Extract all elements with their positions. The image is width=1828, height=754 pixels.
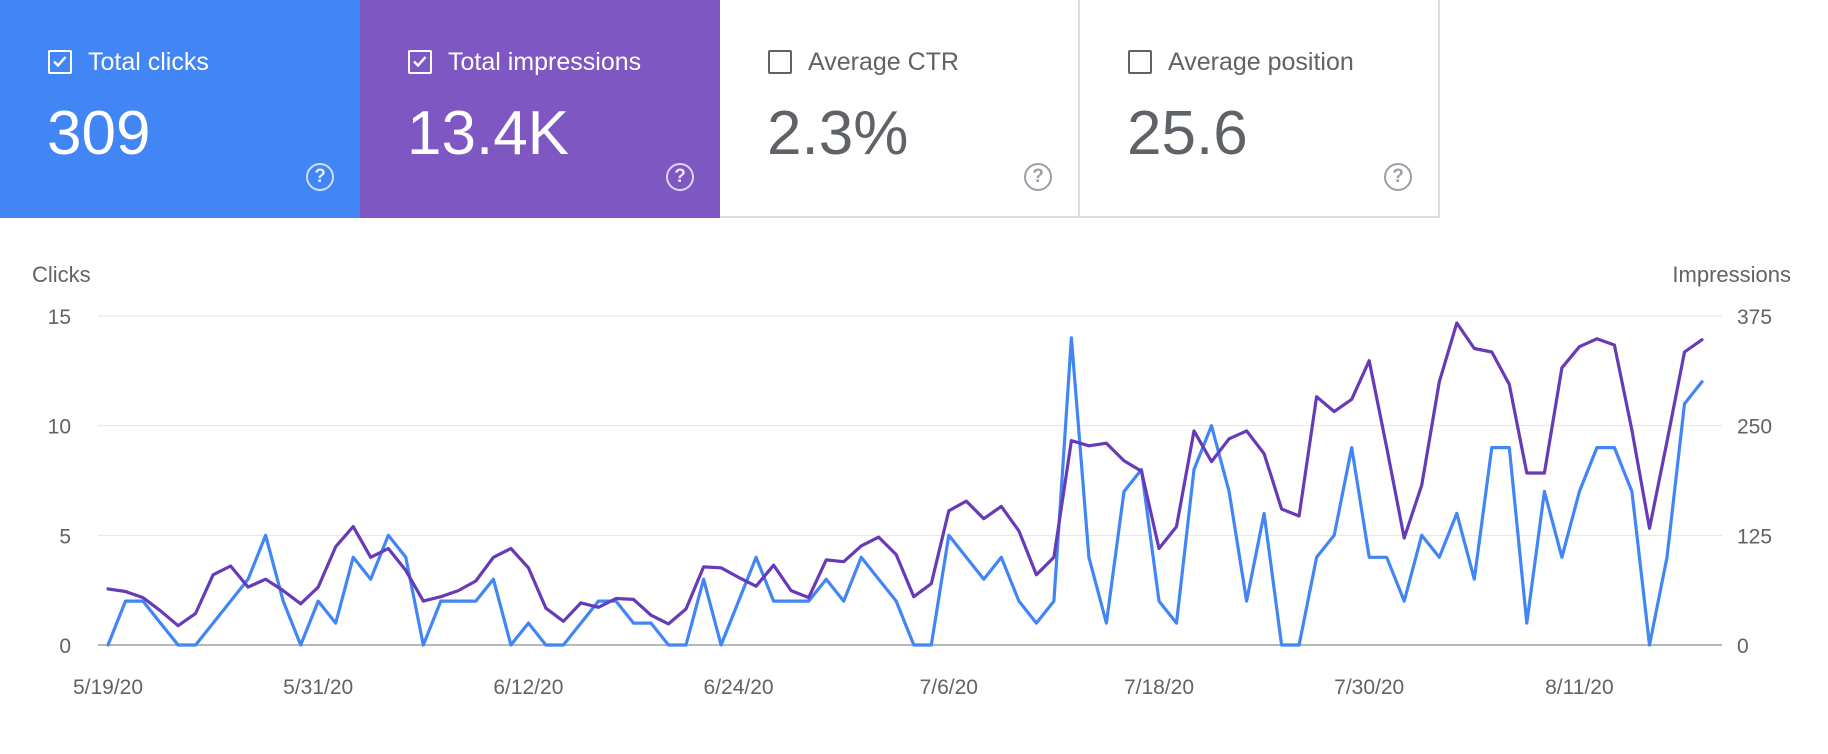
average-ctr-checkbox[interactable]: [768, 50, 792, 74]
checkmark-icon: [413, 56, 427, 68]
x-tick-label: 7/18/20: [1124, 676, 1194, 699]
metric-cards: Total clicks 309 ? Total impressions 13.…: [0, 0, 1440, 218]
average-ctr-card[interactable]: Average CTR 2.3% ?: [720, 0, 1080, 218]
card-label: Average CTR: [808, 48, 959, 76]
average-position-checkbox[interactable]: [1128, 50, 1152, 74]
card-value: 2.3%: [767, 99, 909, 168]
y-tick-left: 15: [48, 306, 71, 329]
total-clicks-card[interactable]: Total clicks 309 ?: [0, 0, 360, 218]
y-tick-right: 125: [1737, 525, 1772, 548]
y-tick-right: 375: [1737, 306, 1772, 329]
total-impressions-checkbox[interactable]: [408, 50, 432, 74]
total-impressions-card[interactable]: Total impressions 13.4K ?: [360, 0, 720, 218]
y-tick-left: 5: [59, 525, 71, 548]
x-tick-label: 5/31/20: [283, 676, 353, 699]
y-tick-right: 250: [1737, 416, 1772, 439]
clicks-series-line: [106, 336, 1704, 647]
help-icon[interactable]: ?: [1024, 163, 1052, 191]
y-tick-left: 10: [48, 416, 71, 439]
x-tick-label: 7/30/20: [1334, 676, 1404, 699]
x-tick-label: 6/24/20: [704, 676, 774, 699]
series-lines: [106, 321, 1704, 647]
x-tick-label: 7/6/20: [920, 676, 978, 699]
card-label: Total clicks: [88, 48, 209, 76]
card-value: 13.4K: [407, 99, 570, 168]
help-icon[interactable]: ?: [666, 163, 694, 191]
right-axis-title: Impressions: [1672, 262, 1791, 287]
total-clicks-checkbox[interactable]: [48, 50, 72, 74]
card-label: Total impressions: [448, 48, 642, 76]
x-tick-label: 6/12/20: [493, 676, 563, 699]
y-tick-labels: 0 0 5 125 10 250 15 375: [48, 306, 1772, 658]
card-label: Average position: [1168, 48, 1354, 76]
left-axis-title: Clicks: [32, 262, 91, 287]
gridlines: [98, 315, 1722, 646]
average-position-card[interactable]: Average position 25.6 ?: [1080, 0, 1440, 218]
x-tick-label: 5/19/20: [73, 676, 143, 699]
y-tick-right: 0: [1737, 635, 1749, 658]
x-tick-labels: 5/19/20 5/31/20 6/12/20 6/24/20 7/6/20 7/18/2…: [73, 676, 1614, 699]
card-value: 25.6: [1127, 99, 1248, 168]
help-icon[interactable]: ?: [306, 163, 334, 191]
impressions-series-line: [106, 321, 1704, 628]
y-tick-left: 0: [59, 635, 71, 658]
performance-chart: Clicks Impressions 0 0 5 125 10 250 15 375 5/19…: [32, 262, 1791, 699]
checkmark-icon: [53, 56, 67, 68]
card-value: 309: [47, 99, 151, 168]
x-tick-label: 8/11/20: [1545, 676, 1614, 699]
help-icon[interactable]: ?: [1384, 163, 1412, 191]
